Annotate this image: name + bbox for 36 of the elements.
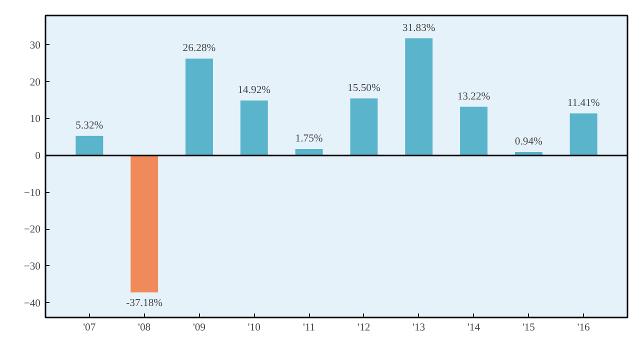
y-tick-label: −10 bbox=[24, 188, 41, 199]
bar bbox=[350, 98, 378, 156]
x-tick-label: '07 bbox=[83, 322, 96, 334]
y-tick-label: 20 bbox=[30, 77, 40, 88]
y-tick-label: −40 bbox=[24, 298, 41, 310]
x-tick-label: '15 bbox=[522, 322, 535, 334]
y-tick-label: −20 bbox=[24, 224, 41, 236]
x-tick-label: '11 bbox=[302, 322, 316, 334]
bar bbox=[186, 58, 213, 156]
y-tick-label: 0 bbox=[35, 150, 40, 162]
data-label: 13.22% bbox=[457, 91, 490, 102]
data-label: 14.92% bbox=[238, 85, 271, 96]
data-label: 31.83% bbox=[402, 22, 436, 34]
bar bbox=[76, 136, 104, 156]
x-tick-label: '09 bbox=[192, 322, 206, 334]
bar bbox=[570, 113, 598, 156]
data-label: -37.18% bbox=[126, 298, 163, 309]
data-label: 11.41% bbox=[567, 98, 600, 110]
x-tick-label: '12 bbox=[358, 322, 370, 334]
data-label: 26.28% bbox=[182, 43, 216, 54]
x-tick-label: '16 bbox=[577, 322, 591, 334]
bar bbox=[460, 106, 488, 156]
y-tick-label: 30 bbox=[30, 40, 40, 52]
data-label: 15.50% bbox=[348, 82, 381, 94]
x-tick-label: '14 bbox=[467, 322, 481, 334]
bar bbox=[240, 100, 268, 156]
bar bbox=[130, 155, 158, 292]
y-tick-label: −30 bbox=[24, 261, 41, 272]
y-tick-label: 10 bbox=[30, 114, 40, 126]
data-label: 0.94% bbox=[514, 136, 543, 148]
x-tick-label: '13 bbox=[412, 322, 426, 334]
data-label: 5.32% bbox=[76, 120, 104, 132]
x-tick-label: '10 bbox=[248, 322, 260, 334]
x-tick-label: '08 bbox=[138, 322, 151, 334]
data-label: 1.75% bbox=[295, 134, 323, 145]
bar bbox=[405, 38, 433, 156]
